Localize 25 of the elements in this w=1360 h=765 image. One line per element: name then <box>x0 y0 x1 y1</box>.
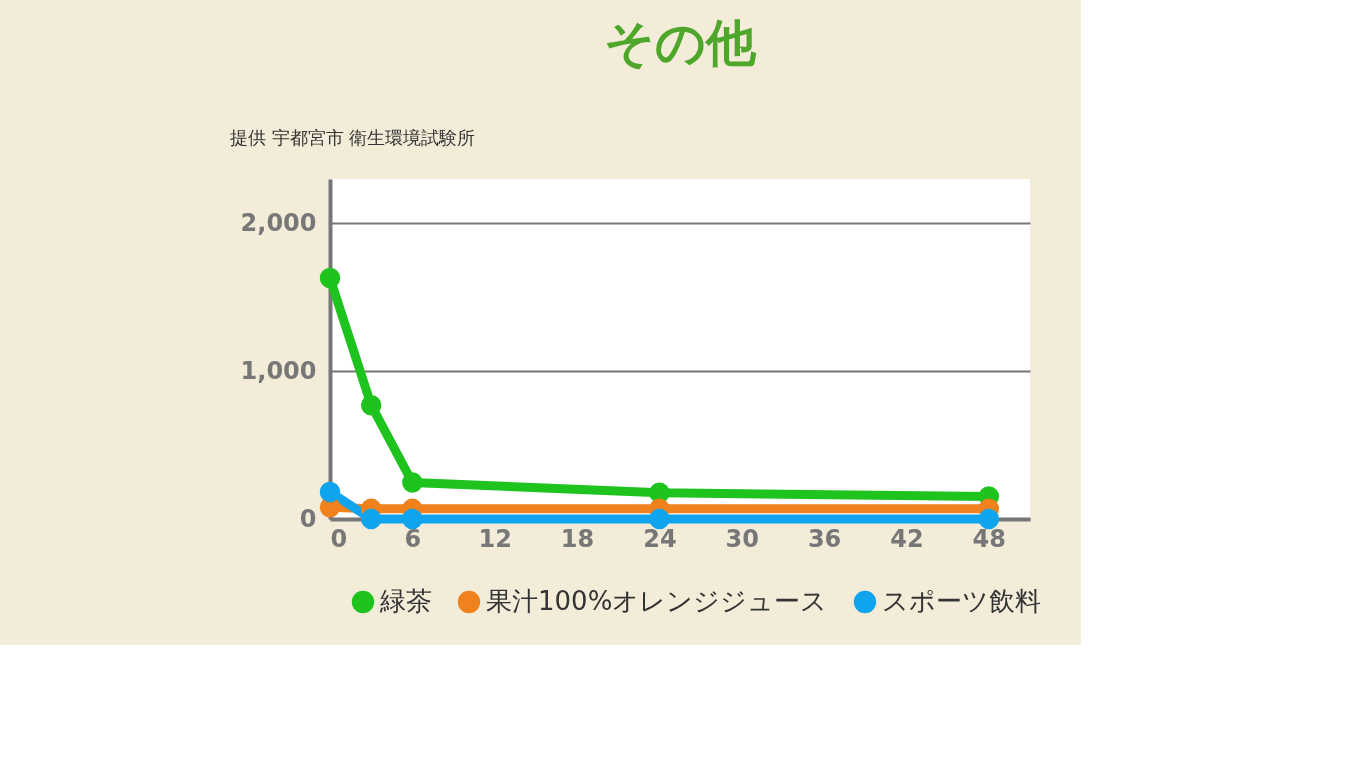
point <box>319 481 341 503</box>
legend-label: 緑茶 <box>379 586 432 616</box>
text: 提供 宇都宮市 衛生環境試験所 <box>230 127 476 148</box>
x-tick-label: 30 <box>725 524 759 553</box>
x-tick-label: 48 <box>972 524 1007 553</box>
point <box>360 394 382 416</box>
point <box>978 508 1000 530</box>
x-tick-label: 18 <box>560 524 595 553</box>
point <box>319 267 341 289</box>
point <box>402 508 423 530</box>
legend-label: スポーツ飲料 <box>882 586 1041 616</box>
y-tick-label: 2,000 <box>240 208 317 237</box>
y-tick-label: 1,000 <box>240 356 317 385</box>
x-tick-label: 42 <box>890 524 924 553</box>
y-tick-label: 0 <box>299 504 317 533</box>
x-tick-label: 0 <box>330 524 348 553</box>
x-tick-label: 36 <box>807 524 842 553</box>
point <box>360 508 382 530</box>
legend-label: 果汁100%オレンジジュース <box>486 586 828 616</box>
point <box>402 472 423 493</box>
x-tick-label: 12 <box>478 524 512 553</box>
x-tick-label: 24 <box>643 524 677 553</box>
point <box>649 508 670 530</box>
x-tick-label: 6 <box>404 524 422 553</box>
chart-title: その他 <box>604 14 757 72</box>
